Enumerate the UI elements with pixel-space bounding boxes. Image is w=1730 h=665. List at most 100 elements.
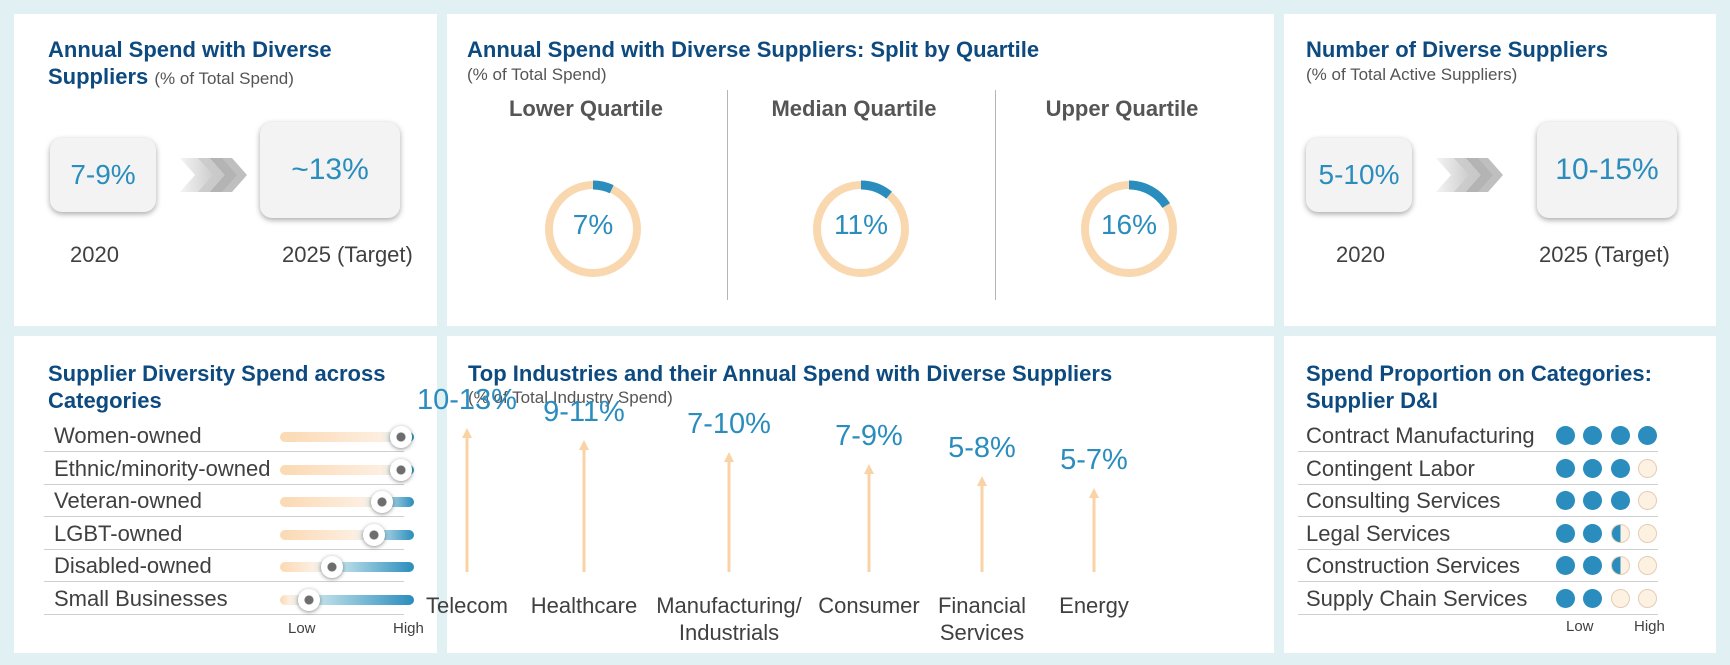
spend-2020-label: 2020 [70, 242, 119, 267]
suppliers-2025-label: 2025 (Target) [1539, 242, 1670, 267]
industry-arrow [977, 476, 987, 572]
proportion-label: Legal Services [1306, 520, 1451, 546]
industry-name: Consumer [789, 592, 949, 619]
chevron-arrows-icon [180, 158, 247, 192]
suppliers-2025-box: 10-15% [1537, 122, 1677, 218]
categories-title-line2: Categories [48, 388, 162, 413]
industry-name: Manufacturing/Industrials [649, 592, 809, 646]
industry-value: 9-11% [543, 396, 625, 428]
rating-dot [1583, 426, 1603, 445]
category-level-slider [280, 562, 414, 573]
rating-dot [1556, 426, 1575, 445]
donut-upper [1080, 180, 1178, 278]
proportion-title: Spend Proportion on Categories: Supplier… [1306, 360, 1706, 414]
industry-name-line2: Services [939, 620, 1025, 645]
category-row: Small Businesses [44, 583, 414, 615]
proportion-label: Contract Manufacturing [1306, 423, 1535, 448]
quartile-label-upper: Upper Quartile [1045, 96, 1199, 121]
proportion-low-label: Low [1566, 618, 1594, 635]
suppliers-2020-label: 2020 [1336, 242, 1385, 267]
category-row: Ethnic/minority-owned [44, 453, 414, 485]
annual-spend-subtitle: (% of Total Spend) [154, 69, 294, 88]
proportion-title-line2: Supplier D&I [1306, 388, 1439, 413]
proportion-panel: Spend Proportion on Categories: Supplier… [1284, 336, 1716, 653]
rating-dot [1583, 556, 1603, 576]
industry-value: 7-10% [687, 408, 771, 440]
industry-arrow [864, 464, 874, 572]
rating-dot [1637, 589, 1657, 608]
rating-dot [1637, 426, 1657, 445]
proportion-row: Legal Services [1298, 518, 1658, 550]
rating-dot [1637, 556, 1657, 576]
industry-value: 5-7% [1060, 444, 1128, 476]
category-level-slider [280, 432, 414, 442]
donut-value-arc [544, 180, 642, 278]
category-row: Women-owned [44, 420, 414, 452]
donut-median [812, 180, 910, 278]
rating-dot [1610, 491, 1630, 511]
industries-panel: Top Industries and their Annual Spend wi… [417, 336, 1274, 653]
rating-dot [1610, 589, 1630, 608]
category-row: Disabled-owned [44, 550, 414, 583]
quartile-subtitle: (% of Total Spend) [467, 65, 607, 84]
proportion-label: Consulting Services [1306, 488, 1501, 514]
industry-name-line1: Healthcare [530, 593, 638, 618]
num-suppliers-title: Number of Diverse Suppliers [1306, 37, 1608, 62]
rating-dot [1556, 458, 1575, 478]
slider-knob [321, 556, 344, 579]
industry-value: 10-13% [417, 384, 517, 416]
rating-dot [1610, 523, 1630, 543]
industry-name-line1: Telecom [426, 593, 508, 618]
proportion-label: Construction Services [1306, 553, 1520, 579]
spend-2025-label: 2025 (Target) [282, 242, 413, 267]
annual-spend-title: Annual Spend with Diverse Suppliers (% o… [48, 36, 428, 92]
industries-subtitle: (% of Total Industry Spend) [468, 388, 673, 407]
industry-arrow [462, 428, 472, 572]
quartile-title: Annual Spend with Diverse Suppliers: Spl… [467, 37, 1040, 62]
rating-dot [1610, 426, 1630, 445]
slider-knob [362, 523, 385, 546]
rating-dot [1637, 458, 1657, 478]
rating-dot [1556, 491, 1575, 511]
categories-panel: Supplier Diversity Spend across Categori… [14, 336, 437, 653]
donut-median-value: 11% [834, 209, 888, 240]
category-level-slider [280, 595, 414, 605]
category-label: Women-owned [54, 423, 202, 448]
rating-dot [1610, 556, 1630, 576]
quartile-divider [995, 90, 996, 300]
industry-name-line1: Energy [1059, 593, 1129, 618]
categories-high-label: High [393, 620, 424, 637]
rating-dot [1556, 556, 1575, 576]
category-level-slider [280, 464, 414, 475]
industries-title: Top Industries and their Annual Spend wi… [468, 361, 1113, 386]
proportion-title-line1: Spend Proportion on Categories: [1306, 361, 1652, 386]
chevron-arrows-icon [1436, 158, 1503, 192]
annual-spend-panel: Annual Spend with Diverse Suppliers (% o… [14, 14, 437, 326]
rating-dot [1556, 589, 1575, 608]
quartile-label-median: Median Quartile [771, 96, 937, 121]
rating-dot [1556, 523, 1575, 543]
category-label: Veteran-owned [54, 488, 202, 514]
suppliers-2020-box: 5-10% [1306, 138, 1412, 212]
category-row: Veteran-owned [44, 485, 414, 518]
category-label: Small Businesses [54, 586, 228, 611]
quartile-label-lower: Lower Quartile [508, 96, 664, 121]
slider-knob [370, 491, 393, 514]
categories-title: Supplier Diversity Spend across Categori… [48, 360, 428, 414]
proportion-row: Consulting Services [1298, 485, 1658, 518]
proportion-row: Contingent Labor [1298, 453, 1658, 485]
categories-low-label: Low [288, 620, 316, 637]
industry-value: 5-8% [948, 432, 1016, 464]
industry-name: Financial Services [902, 592, 1062, 646]
category-label: Disabled-owned [54, 553, 212, 579]
category-row: LGBT-owned [44, 518, 414, 550]
proportion-high-label: High [1634, 618, 1665, 635]
industry-arrow [724, 452, 734, 572]
slider-knob [298, 589, 321, 611]
quartile-divider [727, 90, 728, 300]
rating-dot [1637, 491, 1657, 511]
rating-dot [1637, 523, 1657, 543]
num-suppliers-subtitle: (% of Total Active Suppliers) [1306, 65, 1518, 84]
donut-lower [544, 180, 642, 278]
rating-dot [1610, 458, 1630, 478]
